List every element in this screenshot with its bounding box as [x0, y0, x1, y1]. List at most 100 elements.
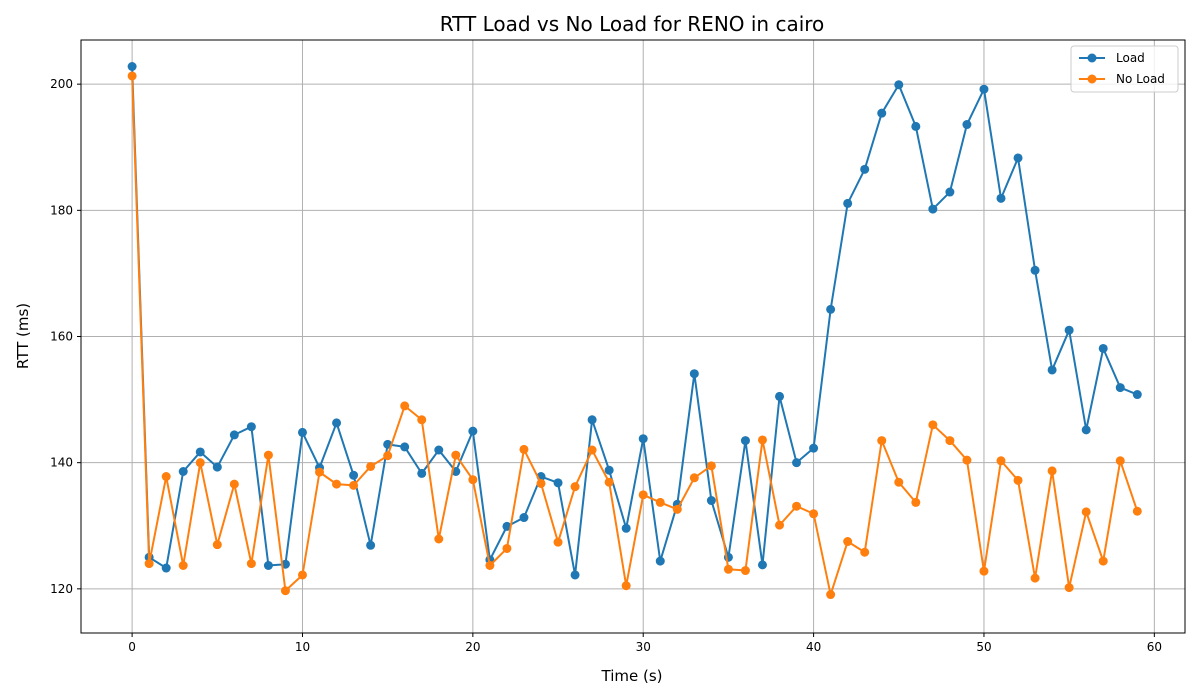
data-point-no-load	[672, 504, 682, 514]
data-point-no-load	[212, 540, 222, 550]
data-point-load	[809, 443, 819, 453]
series-line-load	[131, 66, 1138, 576]
x-axis-label: Time (s)	[601, 667, 663, 685]
data-point-no-load	[144, 559, 154, 569]
data-point-load	[826, 304, 836, 314]
data-point-load	[689, 369, 699, 379]
x-tick-label: 60	[1147, 640, 1162, 654]
data-point-no-load	[979, 566, 989, 576]
data-point-no-load	[1030, 573, 1040, 583]
data-point-load	[229, 430, 239, 440]
data-point-no-load	[706, 461, 716, 471]
ticks: 0 10 20 30 40 50 60 120 140 160 180 200	[50, 77, 1162, 654]
data-point-load	[877, 108, 887, 118]
data-point-load	[178, 467, 188, 476]
x-tick-label: 40	[806, 640, 821, 654]
data-point-load	[127, 62, 137, 71]
data-point-load	[928, 204, 938, 214]
data-point-no-load	[826, 590, 836, 600]
data-point-no-load	[587, 445, 597, 455]
data-point-load	[894, 80, 904, 90]
data-point-load	[246, 422, 256, 432]
data-point-no-load	[621, 581, 631, 591]
data-point-load	[366, 540, 376, 550]
data-point-no-load	[911, 497, 921, 507]
data-point-no-load	[417, 415, 427, 425]
data-point-no-load	[468, 475, 478, 485]
data-point-no-load	[434, 534, 444, 544]
data-point-no-load	[246, 559, 256, 569]
chart-title: RTT Load vs No Load for RENO in cairo	[440, 12, 825, 36]
data-point-load	[553, 478, 563, 488]
data-point-no-load	[962, 455, 972, 465]
data-point-load	[638, 434, 648, 444]
data-point-no-load	[1064, 583, 1074, 593]
data-point-no-load	[195, 458, 205, 468]
data-point-no-load	[843, 537, 853, 547]
series-layer	[127, 62, 1142, 600]
data-point-no-load	[996, 456, 1006, 466]
data-point-no-load	[945, 436, 955, 446]
series-line-no-load	[131, 75, 1139, 596]
data-point-load	[1098, 343, 1108, 353]
data-point-load	[757, 560, 767, 570]
data-point-no-load	[1081, 507, 1091, 517]
data-point-load	[775, 391, 785, 401]
data-point-no-load	[740, 566, 750, 576]
data-point-load	[1115, 383, 1125, 393]
x-tick-label: 20	[465, 640, 480, 654]
legend-label-no-load: No Load	[1116, 72, 1165, 86]
y-tick-label: 120	[50, 582, 73, 596]
y-axis-label: RTT (ms)	[14, 303, 32, 369]
data-point-load	[400, 442, 410, 452]
data-point-no-load	[400, 401, 410, 411]
data-point-no-load	[809, 509, 819, 519]
data-point-no-load	[127, 71, 137, 81]
data-point-no-load	[928, 420, 938, 430]
data-point-load	[434, 445, 444, 455]
data-point-no-load	[570, 482, 580, 492]
data-point-load	[349, 470, 359, 480]
data-point-load	[1132, 390, 1142, 400]
data-point-no-load	[792, 501, 802, 511]
data-point-load	[860, 164, 870, 174]
data-point-load	[945, 187, 955, 197]
data-point-no-load	[553, 537, 563, 547]
data-point-load	[911, 121, 921, 131]
data-point-no-load	[877, 436, 887, 446]
data-point-load	[792, 458, 802, 468]
data-point-load	[1030, 265, 1040, 275]
data-point-load	[468, 426, 478, 436]
x-tick-label: 50	[976, 640, 991, 654]
data-point-load	[332, 418, 342, 428]
data-point-no-load	[366, 461, 376, 471]
data-point-load	[604, 465, 614, 475]
data-point-load	[297, 427, 307, 437]
x-tick-label: 0	[128, 640, 136, 654]
data-point-load	[979, 84, 989, 94]
x-tick-label: 30	[636, 640, 651, 654]
data-point-no-load	[604, 477, 614, 487]
data-point-no-load	[263, 450, 273, 460]
data-point-no-load	[229, 479, 239, 489]
data-point-load	[195, 447, 205, 457]
data-point-no-load	[638, 490, 648, 500]
x-tick-label: 10	[295, 640, 310, 654]
data-point-no-load	[775, 520, 785, 530]
data-point-no-load	[383, 451, 393, 461]
data-point-load	[706, 496, 716, 506]
data-point-load	[519, 513, 529, 523]
data-point-no-load	[860, 547, 870, 557]
data-point-load	[587, 415, 597, 425]
data-point-load	[1047, 365, 1057, 375]
data-point-no-load	[161, 472, 171, 482]
data-point-no-load	[502, 543, 512, 553]
data-point-no-load	[519, 444, 529, 454]
data-point-load	[996, 193, 1006, 203]
legend-marker-load	[1087, 53, 1097, 63]
data-point-no-load	[894, 477, 904, 487]
data-point-load	[570, 570, 580, 580]
data-point-no-load	[297, 570, 307, 580]
data-point-no-load	[1013, 475, 1023, 485]
data-point-no-load	[1098, 556, 1108, 566]
